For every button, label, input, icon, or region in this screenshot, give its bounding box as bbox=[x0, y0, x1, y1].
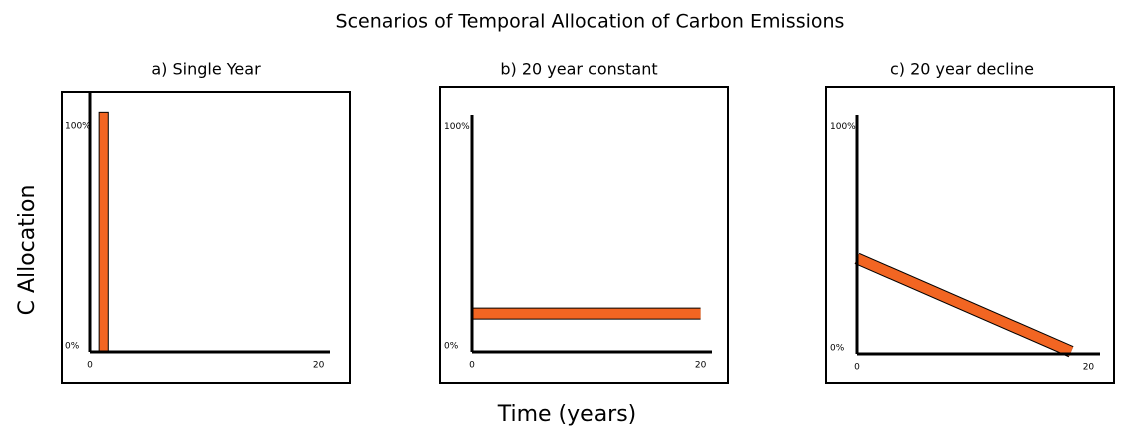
allocation-band bbox=[855, 253, 1074, 357]
x-tick-label: 0 bbox=[854, 363, 860, 373]
panel-frame bbox=[61, 91, 351, 384]
figure-title: Scenarios of Temporal Allocation of Carb… bbox=[336, 11, 845, 33]
panel-frame bbox=[825, 86, 1115, 384]
panel-frame bbox=[439, 86, 729, 384]
x-tick-label: 20 bbox=[1083, 363, 1095, 373]
y-tick-label: 0% bbox=[830, 344, 845, 354]
y-tick-label: 100% bbox=[65, 121, 91, 131]
x-tick-label: 20 bbox=[695, 361, 707, 371]
y-axis-label: C Allocation bbox=[15, 185, 40, 316]
x-tick-label: 0 bbox=[87, 361, 93, 371]
y-tick-label: 0% bbox=[65, 342, 80, 352]
x-tick-label: 20 bbox=[313, 361, 325, 371]
panel-title: a) Single Year bbox=[151, 60, 261, 79]
y-tick-label: 100% bbox=[830, 122, 856, 132]
panel-title: c) 20 year decline bbox=[890, 60, 1034, 79]
y-tick-label: 0% bbox=[444, 342, 459, 352]
x-axis-label: Time (years) bbox=[497, 402, 637, 427]
x-tick-label: 0 bbox=[469, 361, 475, 371]
panel-title: b) 20 year constant bbox=[500, 60, 657, 79]
y-tick-label: 100% bbox=[444, 122, 470, 132]
bar bbox=[98, 111, 109, 353]
